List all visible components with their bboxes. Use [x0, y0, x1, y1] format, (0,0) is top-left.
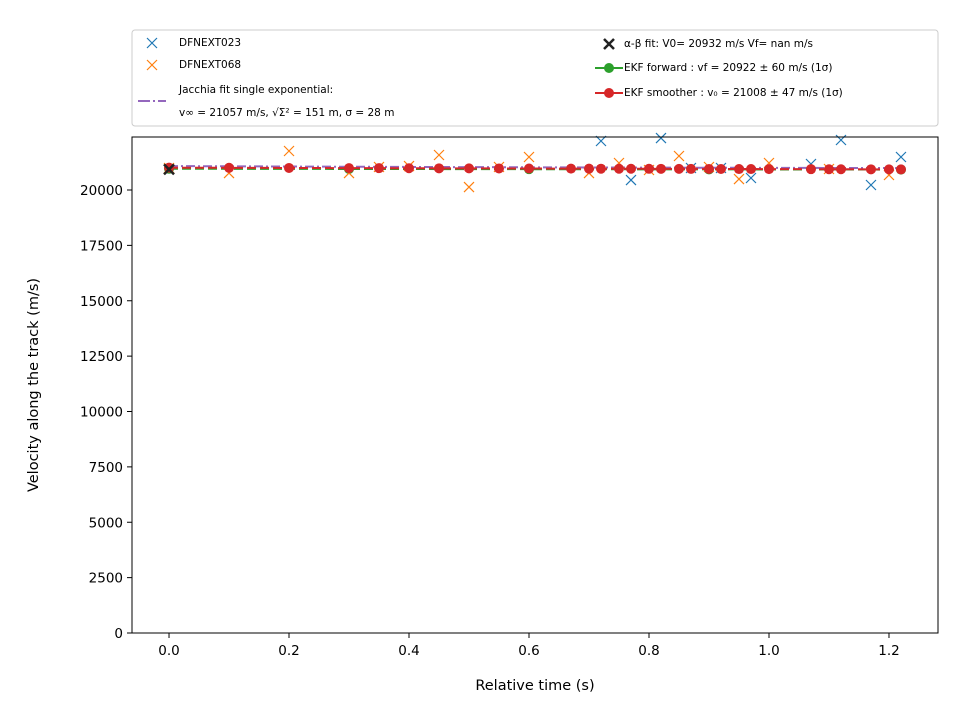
data-point — [464, 163, 475, 174]
legend-label: EKF forward : vf = 20922 ± 60 m/s (1σ) — [624, 62, 833, 74]
y-tick-label: 15000 — [80, 294, 123, 310]
x-tick-label: 0.6 — [518, 643, 539, 659]
data-point — [595, 135, 607, 147]
data-point — [625, 174, 637, 186]
legend-marker — [604, 63, 614, 73]
y-tick-label: 20000 — [80, 183, 123, 199]
data-point — [625, 163, 636, 174]
data-point — [865, 179, 877, 191]
x-tick-label: 1.0 — [758, 643, 779, 659]
legend-label: EKF smoother : v₀ = 21008 ± 47 m/s (1σ) — [624, 87, 843, 99]
y-tick-label: 17500 — [80, 238, 123, 254]
data-point — [404, 163, 415, 174]
y-tick-label: 7500 — [89, 460, 123, 476]
data-point — [763, 164, 774, 175]
legend-label: DFNEXT068 — [179, 59, 242, 71]
data-point — [523, 151, 535, 163]
data-point — [433, 149, 445, 161]
data-point — [895, 151, 907, 163]
data-point — [595, 163, 606, 174]
data-point — [883, 164, 894, 175]
data-point — [673, 163, 684, 174]
data-point — [374, 163, 385, 174]
legend-marker — [146, 59, 158, 71]
data-point — [835, 164, 846, 175]
data-point — [865, 164, 876, 175]
x-tick-label: 0.2 — [278, 643, 299, 659]
data-point — [284, 162, 295, 173]
plot-area — [163, 132, 907, 193]
data-point — [434, 163, 445, 174]
data-point — [494, 163, 505, 174]
data-point — [703, 163, 714, 174]
data-point — [655, 132, 667, 144]
y-tick-label: 2500 — [89, 571, 123, 587]
data-point — [685, 163, 696, 174]
y-tick-label: 12500 — [80, 349, 123, 365]
data-point — [895, 164, 906, 175]
legend-label: Jacchia fit single exponential: v∞ = 210… — [179, 84, 395, 119]
data-point — [583, 163, 594, 174]
data-point — [344, 163, 355, 174]
data-point — [745, 164, 756, 175]
legend-label: α-β fit: V0= 20932 m/s Vf= nan m/s — [624, 38, 813, 50]
data-point — [643, 163, 654, 174]
data-point — [565, 163, 576, 174]
legend-label: DFNEXT023 — [179, 37, 242, 49]
plot-frame — [131, 136, 939, 634]
y-tick-label: 5000 — [89, 515, 123, 531]
data-point — [805, 164, 816, 175]
legend-marker — [146, 37, 158, 49]
x-tick-label: 0.4 — [398, 643, 419, 659]
data-point — [733, 173, 745, 185]
y-tick-label: 0 — [114, 626, 123, 642]
y-axis-label: Velocity along the track (m/s) — [26, 278, 42, 492]
x-tick-label: 0.0 — [158, 643, 179, 659]
data-point — [823, 164, 834, 175]
data-point — [613, 163, 624, 174]
data-point — [224, 162, 235, 173]
data-point — [745, 172, 757, 184]
data-point — [463, 181, 475, 193]
data-point — [163, 163, 175, 176]
data-point — [673, 150, 685, 162]
x-tick-label: 0.8 — [638, 643, 659, 659]
legend-marker — [604, 88, 614, 98]
data-point — [715, 163, 726, 174]
x-axis-label: Relative time (s) — [475, 678, 594, 694]
data-point — [524, 163, 535, 174]
x-tick-label: 1.2 — [878, 643, 899, 659]
legend-box — [131, 29, 939, 127]
y-tick-label: 10000 — [80, 405, 123, 421]
data-point — [283, 145, 295, 157]
data-point — [733, 164, 744, 175]
legend-marker — [603, 38, 615, 50]
data-point — [655, 163, 666, 174]
